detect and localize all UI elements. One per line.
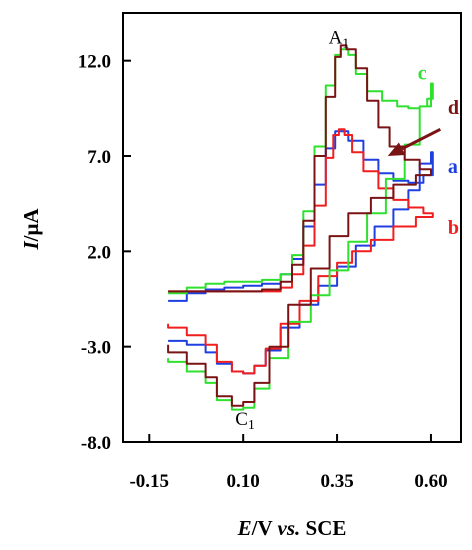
series-label-b: b [448, 217, 459, 239]
y-tick-label: -3.0 [81, 338, 111, 359]
y-tick-label: 12.0 [78, 52, 111, 73]
x-tick-label: 0.60 [414, 471, 447, 492]
x-axis-reference: SCE [306, 516, 347, 540]
x-axis-label: E/V vs. SCE [237, 516, 347, 540]
ticks-layer: -0.15 0.10 0.35 0.60 -8.0 -3.0 2.0 7.0 12.0 [78, 52, 448, 492]
peak-label-a1: A1 [329, 28, 350, 52]
series-label-a: a [448, 156, 458, 178]
x-axis-unit: /V [251, 516, 273, 540]
plot-frame [122, 12, 462, 443]
annotation-arrow-head [387, 142, 406, 156]
x-tick-label: 0.10 [227, 471, 260, 492]
series-label-c: c [418, 63, 427, 85]
y-tick-label: 7.0 [87, 147, 111, 168]
y-axis-unit: /μA [19, 208, 43, 243]
series-a-line [168, 130, 434, 375]
x-tick-label: -0.15 [129, 471, 169, 492]
series-b-line [167, 128, 434, 375]
series-d-line [167, 44, 432, 407]
x-axis-versus: vs. [278, 516, 301, 540]
annotation-arrow-shaft [401, 127, 442, 151]
x-axis-symbol: E [237, 516, 252, 540]
series-label-d: d [448, 97, 459, 119]
x-tick-label: 0.35 [320, 471, 353, 492]
y-tick-label: -8.0 [81, 433, 111, 454]
peak-label-c1: C1 [235, 409, 255, 433]
series-layer [167, 44, 434, 411]
annotation-layer: A1 C1 cd a b [235, 28, 459, 433]
y-axis-symbol: I [19, 241, 43, 251]
y-tick-label: 2.0 [87, 242, 111, 263]
y-axis-label: I/μA [19, 208, 43, 251]
